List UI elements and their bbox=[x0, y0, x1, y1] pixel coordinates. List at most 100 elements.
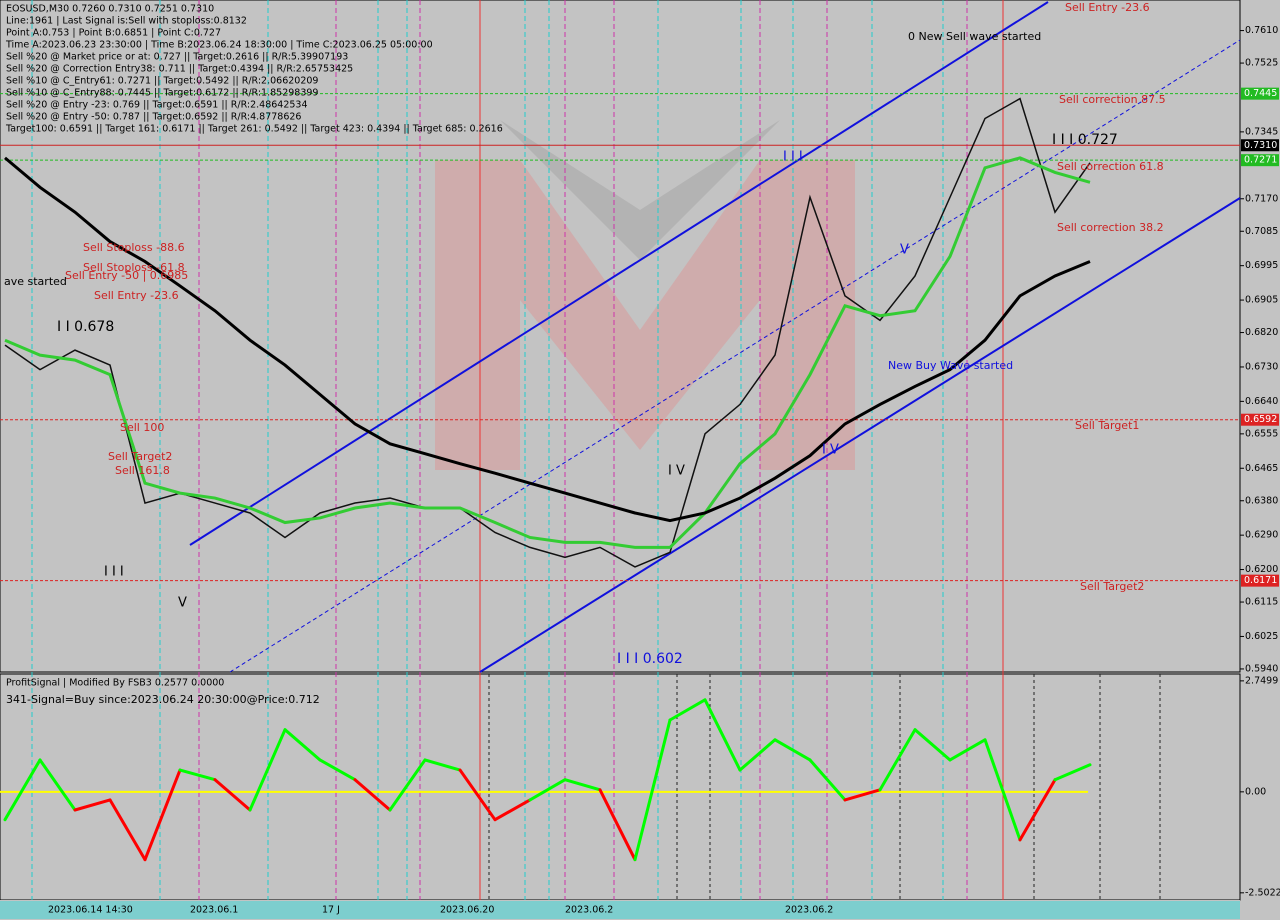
price-tag-label: 0.7271 bbox=[1244, 155, 1277, 166]
y-tick-label: 0.6730 bbox=[1245, 361, 1278, 372]
y-tick-label: 0.6555 bbox=[1245, 428, 1278, 439]
y-tick-label: -2.5022 bbox=[1245, 887, 1280, 898]
annotation: Sell Entry -50 | 0.6985 bbox=[65, 269, 188, 282]
y-tick-label: 0.6465 bbox=[1245, 463, 1278, 474]
annotation: Sell correction 38.2 bbox=[1057, 221, 1164, 234]
price-tag bbox=[1241, 87, 1279, 100]
osc-segment bbox=[668, 698, 707, 722]
osc-segment bbox=[1053, 763, 1092, 782]
osc-segment bbox=[703, 698, 742, 772]
info-line: Sell %20 @ Correction Entry38: 0.711 || … bbox=[6, 64, 353, 75]
y-tick-label: 0.7610 bbox=[1245, 25, 1278, 36]
y-tick-label: 0.6115 bbox=[1245, 597, 1278, 608]
x-tick-label: 2023.06.1 bbox=[190, 905, 238, 916]
osc-segment bbox=[458, 768, 497, 822]
osc-segment bbox=[388, 758, 427, 812]
osc-segment bbox=[143, 768, 182, 862]
y-tick-label: 0.7085 bbox=[1245, 226, 1278, 237]
price-tag-label: 0.6171 bbox=[1244, 575, 1277, 586]
y-tick-label: 0.6905 bbox=[1245, 295, 1278, 306]
y-tick-label: 0.7525 bbox=[1245, 58, 1278, 69]
price-tag-label: 0.6592 bbox=[1244, 414, 1277, 425]
info-line: Sell %20 @ Entry -50: 0.787 || Target:0.… bbox=[6, 112, 301, 123]
annotation: Sell Entry -23.6 bbox=[1065, 1, 1150, 14]
osc-segment bbox=[423, 758, 462, 772]
info-line: Time A:2023.06.23 23:30:00 | Time B:2023… bbox=[5, 40, 433, 51]
y-tick-label: 0.6820 bbox=[1245, 327, 1278, 338]
osc-segment bbox=[283, 728, 322, 762]
info-line: Point A:0.753 | Point B:0.6851 | Point C… bbox=[6, 28, 221, 39]
osc-segment bbox=[773, 738, 812, 762]
osc-segment bbox=[843, 788, 882, 802]
annotation: I V bbox=[668, 464, 685, 479]
y-tick-label: 0.7170 bbox=[1245, 193, 1278, 204]
osc-segment bbox=[3, 758, 42, 822]
y-tick-label: 0.6640 bbox=[1245, 396, 1278, 407]
info-line: EOSUSD,M30 0.7260 0.7310 0.7251 0.7310 bbox=[6, 4, 214, 15]
annotation: New Buy Wave started bbox=[888, 359, 1013, 372]
osc-segment bbox=[808, 758, 847, 802]
moving-average bbox=[4, 156, 1091, 523]
osc-segment bbox=[1018, 778, 1057, 842]
osc-segment bbox=[178, 768, 217, 782]
y-tick-label: 0.6025 bbox=[1245, 631, 1278, 642]
osc-segment bbox=[493, 798, 532, 822]
price-tag-label: 0.7310 bbox=[1244, 140, 1277, 151]
x-tick-label: 2023.06.2 bbox=[785, 905, 833, 916]
osc-panel bbox=[0, 673, 1241, 901]
info-line: Sell %20 @ Market price or at: 0.727 || … bbox=[6, 52, 348, 63]
watermark bbox=[435, 160, 855, 470]
info-line: Line:1961 | Last Signal is:Sell with sto… bbox=[6, 16, 247, 27]
annotation: 0 New Sell wave started bbox=[908, 30, 1041, 43]
annotation: Sell Target2 bbox=[1080, 580, 1144, 593]
y-tick-label: 0.6995 bbox=[1245, 260, 1278, 271]
date-strip bbox=[0, 901, 1240, 919]
price-tag bbox=[1241, 154, 1279, 167]
osc-segment bbox=[878, 728, 917, 792]
annotation: V bbox=[178, 596, 187, 611]
y-tick-label: 0.6380 bbox=[1245, 495, 1278, 506]
y-tick-label: 0.6290 bbox=[1245, 530, 1278, 541]
annotation: Sell Entry -23.6 bbox=[94, 289, 179, 302]
watermark-v bbox=[500, 120, 780, 260]
annotation: Sell Target1 bbox=[1075, 419, 1139, 432]
price-tag bbox=[1241, 139, 1279, 152]
osc-segment bbox=[633, 718, 672, 862]
annotation: I I I 0.602 bbox=[617, 651, 683, 667]
osc-segment bbox=[738, 738, 777, 772]
osc-segment bbox=[248, 728, 287, 812]
channel-mid bbox=[229, 39, 1241, 673]
osc-segment bbox=[983, 738, 1022, 842]
osc-segment bbox=[948, 738, 987, 762]
price-tag bbox=[1241, 413, 1279, 426]
x-tick-label: 17 J bbox=[322, 905, 340, 916]
annotation: ave started bbox=[4, 275, 67, 288]
channel-lower bbox=[479, 197, 1241, 673]
price-tag bbox=[1241, 574, 1279, 587]
osc-segment bbox=[38, 758, 77, 812]
y-tick-label: 2.7499 bbox=[1245, 675, 1278, 686]
osc-segment bbox=[353, 778, 392, 812]
annotation: Sell Target2 bbox=[108, 450, 172, 463]
osc-segment bbox=[563, 778, 602, 792]
osc-subtitle: 341-Signal=Buy since:2023.06.24 20:30:00… bbox=[6, 693, 320, 706]
osc-segment bbox=[318, 758, 357, 782]
annotation: Sell Stoploss -88.6 bbox=[83, 241, 185, 254]
y-tick-label: 0.6200 bbox=[1245, 564, 1278, 575]
osc-segment bbox=[528, 778, 567, 802]
annotation: Sell Stoploss -61.8 bbox=[83, 261, 185, 274]
info-line: Target100: 0.6591 || Target 161: 0.6171 … bbox=[5, 124, 503, 135]
osc-title: ProfitSignal | Modified By FSB3 0.2577 0… bbox=[6, 678, 224, 689]
osc-segment bbox=[913, 728, 952, 762]
info-line: Sell %10 @ C_Entry88: 0.7445 || Target:0… bbox=[6, 88, 318, 99]
annotation: V bbox=[900, 243, 909, 258]
info-line: Sell %20 @ Entry -23: 0.769 || Target:0.… bbox=[6, 100, 308, 111]
y-tick-label: 0.5940 bbox=[1245, 663, 1278, 674]
price-tag-label: 0.7445 bbox=[1244, 88, 1277, 99]
annotation: Sell correction 87.5 bbox=[1059, 93, 1166, 106]
x-tick-label: 2023.06.14 14:30 bbox=[48, 905, 133, 916]
osc-segment bbox=[598, 788, 637, 862]
x-tick-label: 2023.06.2 bbox=[565, 905, 613, 916]
moving-average bbox=[4, 156, 1091, 549]
